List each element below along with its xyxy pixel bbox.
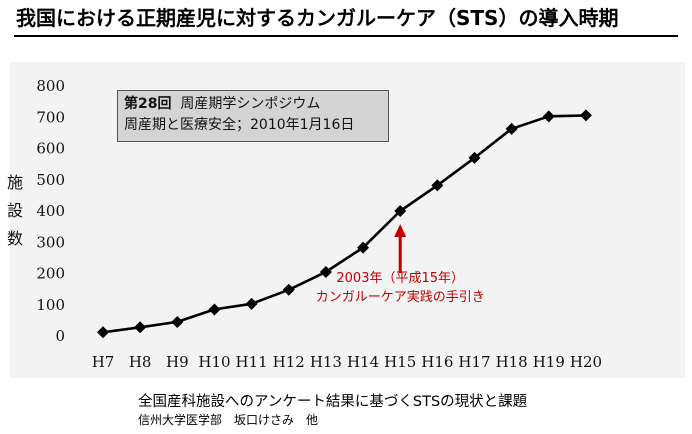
data-marker (97, 326, 109, 339)
y-axis-label-char: 数 (7, 229, 23, 248)
data-marker (505, 122, 518, 135)
data-marker (579, 109, 592, 122)
x-tick-labels: H7 H8 H9 H10 H11 H12 H13 H14 H15 H16 H17 H18 H19 H20 (92, 353, 602, 371)
data-markers (97, 109, 592, 339)
y-axis-label-char: 設 (7, 201, 23, 220)
page-title: 我国における正期産児に対するカンガルーケア（STS）の導入時期 (16, 6, 619, 30)
annotation-arrowhead (394, 224, 407, 237)
y-tick-label: 600 (36, 140, 65, 158)
x-tick-label: H17 (458, 353, 490, 371)
data-marker (468, 151, 481, 164)
data-marker (134, 321, 147, 334)
data-marker (542, 110, 555, 123)
title-underline (14, 35, 678, 37)
y-axis-label-char: 施 (7, 173, 23, 192)
y-axis-label: 施設数 (7, 173, 23, 248)
data-marker (394, 205, 407, 217)
x-tick-label: H12 (273, 353, 305, 371)
footer-area (0, 378, 692, 434)
x-tick-label: H14 (347, 353, 379, 371)
info-box-session: 第28回 (124, 96, 172, 112)
x-tick-label: H11 (236, 353, 268, 371)
x-tick-label: H20 (570, 353, 602, 371)
annotation-line-1: 2003年（平成15年） (336, 271, 464, 286)
data-marker (282, 283, 295, 296)
source-title: 全国産科施設へのアンケート結果に基づくSTSの現状と課題 (138, 394, 528, 410)
x-tick-label: H10 (198, 353, 230, 371)
data-marker (171, 315, 184, 328)
info-box-line-2: 周産期と医療安全；2010年1月16日 (124, 117, 355, 133)
info-box-line-1: 第28回 周産期学シンポジウム (124, 94, 382, 115)
y-tick-labels: 0 100 200 300 400 500 600 700 800 (36, 77, 65, 345)
source-authors: 信州大学医学部 坂口けさみ 他 (138, 413, 319, 427)
x-tick-label: H7 (92, 353, 115, 371)
info-box: 第28回 周産期学シンポジウム 周産期と医療安全；2010年1月16日 (117, 90, 389, 142)
data-marker (357, 241, 370, 254)
data-marker (431, 179, 444, 192)
info-box-symposium: 周産期学シンポジウム (180, 96, 321, 112)
y-tick-label: 500 (36, 171, 65, 189)
y-tick-label: 200 (36, 265, 65, 283)
data-marker (245, 297, 258, 310)
x-tick-label: H8 (129, 353, 152, 371)
x-tick-label: H19 (533, 353, 565, 371)
data-marker (319, 265, 332, 278)
y-tick-label: 100 (36, 296, 65, 314)
x-tick-label: H15 (384, 353, 416, 371)
y-tick-label: 0 (55, 327, 65, 345)
y-tick-label: 700 (36, 108, 65, 126)
annotation-line-2: カンガルーケア実践の手引き (316, 289, 485, 305)
data-marker (208, 303, 221, 316)
series-line (102, 114, 587, 334)
x-tick-label: H13 (310, 353, 342, 371)
y-tick-label: 400 (36, 202, 65, 220)
x-tick-label: H18 (496, 353, 528, 371)
x-tick-label: H16 (421, 353, 453, 371)
y-tick-label: 300 (36, 233, 65, 251)
x-tick-label: H9 (166, 353, 189, 371)
annotation: 2003年（平成15年） カンガルーケア実践の手引き (316, 224, 485, 305)
y-tick-label: 800 (36, 77, 65, 95)
